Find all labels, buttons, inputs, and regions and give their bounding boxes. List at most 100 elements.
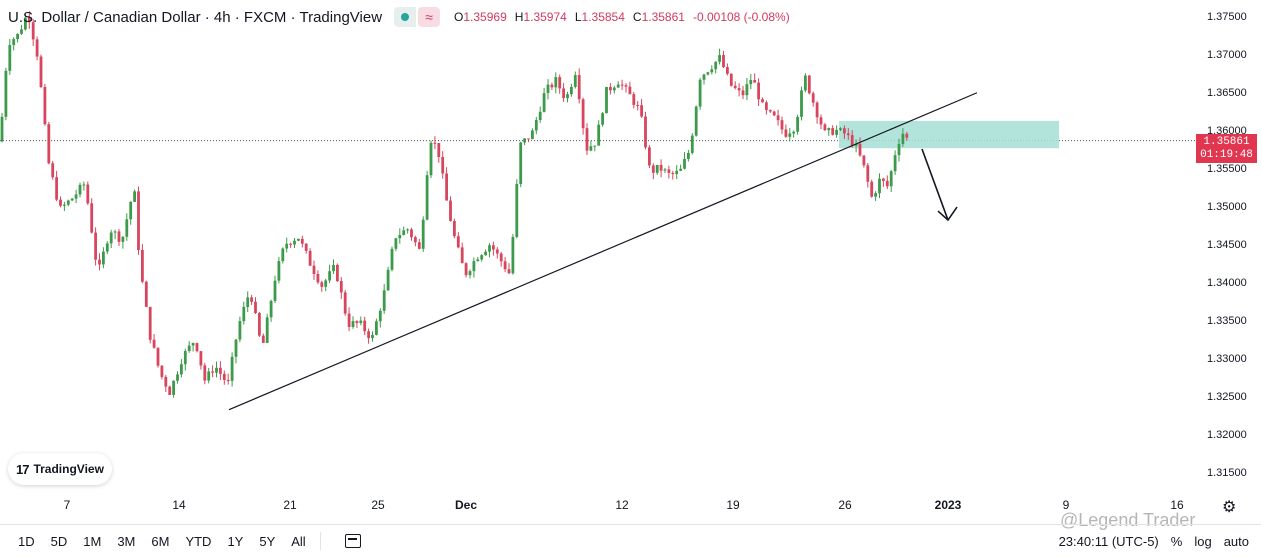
candle-body	[772, 111, 776, 116]
candle	[281, 247, 285, 264]
candle-body	[39, 56, 43, 88]
range-all-button[interactable]: All	[291, 533, 306, 549]
candle-body	[394, 238, 398, 249]
candle	[39, 54, 43, 89]
auto-scale-button[interactable]: auto	[1223, 534, 1249, 549]
range-1m-button[interactable]: 1M	[83, 533, 102, 549]
range-3m-button[interactable]: 3M	[117, 533, 136, 549]
candle-body	[850, 135, 854, 146]
candle-body	[261, 335, 265, 343]
tradingview-logo[interactable]: 17 TradingView	[8, 453, 112, 485]
candle	[741, 85, 745, 100]
log-scale-button[interactable]: log	[1194, 534, 1212, 549]
candle-body	[27, 17, 31, 23]
close-label: C	[632, 10, 642, 24]
candle	[222, 370, 226, 385]
candle	[882, 177, 885, 187]
candle-body	[839, 128, 842, 130]
range-6m-button[interactable]: 6M	[151, 533, 170, 549]
candle	[573, 71, 577, 89]
candle-body	[792, 131, 796, 134]
candle	[203, 362, 207, 385]
y-tick-label: 1.32500	[1207, 391, 1247, 403]
candle	[885, 175, 889, 190]
candle	[597, 120, 601, 146]
candle	[456, 232, 460, 249]
candle-body	[897, 143, 901, 156]
status-pill[interactable]: ≈	[394, 7, 441, 27]
candle	[577, 68, 581, 104]
candle	[125, 213, 129, 241]
range-1d-button[interactable]: 1D	[18, 533, 35, 549]
y-tick-label: 1.34000	[1207, 277, 1247, 289]
candle	[628, 81, 632, 95]
candle-body	[788, 133, 792, 137]
candle-body	[0, 116, 4, 142]
candle-body	[445, 173, 448, 201]
candle-body	[862, 155, 866, 166]
candle	[70, 198, 74, 201]
candle	[316, 270, 320, 285]
clock-readout[interactable]: 23:40:11 (UTC-5)	[1058, 534, 1159, 549]
candle-body	[226, 379, 230, 381]
range-5d-button[interactable]: 5D	[50, 533, 68, 549]
candle-body	[472, 261, 476, 272]
candle	[406, 228, 409, 234]
y-tick-label: 1.31500	[1207, 467, 1247, 479]
candle-body	[219, 367, 222, 374]
candle	[605, 86, 608, 114]
candle-body	[176, 374, 179, 381]
symbol-title[interactable]: U.S. Dollar / Canadian Dollar · 4h · FXC…	[8, 8, 383, 26]
candle-body	[250, 297, 253, 302]
candle-body	[277, 261, 281, 281]
candle-body	[726, 67, 729, 74]
candle-body	[558, 77, 562, 89]
candle-body	[386, 269, 390, 291]
bottom-toolbar: 1D 5D 1M 3M 6M YTD 1Y 5Y All 23:40:11 (U…	[0, 524, 1261, 557]
candle-body	[519, 142, 523, 184]
candle	[382, 284, 386, 314]
candle-body	[367, 331, 370, 339]
low-label: L	[574, 10, 582, 24]
candle	[534, 116, 538, 135]
candle	[390, 246, 394, 272]
candle-body	[269, 300, 273, 318]
candle-body	[238, 321, 242, 340]
candle-body	[854, 143, 858, 146]
candle-body	[858, 143, 862, 156]
candle-body	[811, 93, 815, 103]
candle	[133, 189, 136, 203]
candle	[581, 97, 585, 135]
candle	[823, 122, 827, 132]
candle	[320, 280, 324, 292]
candle-body	[679, 168, 682, 171]
range-5y-button[interactable]: 5Y	[259, 533, 276, 549]
candle	[468, 269, 472, 279]
range-ytd-button[interactable]: YTD	[185, 533, 212, 549]
candle	[137, 186, 140, 255]
candle	[772, 110, 776, 117]
candle-body	[573, 75, 577, 87]
candle-body	[312, 265, 316, 274]
candle	[472, 257, 476, 278]
last-price-tag: 1.35861 01:19:48	[1196, 134, 1257, 163]
time-axis[interactable]: 7 14 21 25 Dec 12 19 26 2023 9 16	[64, 498, 1184, 512]
candle	[336, 263, 339, 283]
percent-scale-button[interactable]: %	[1170, 534, 1183, 549]
candle	[371, 331, 374, 342]
candle-body	[846, 133, 850, 136]
candle-body	[246, 297, 250, 307]
gear-icon[interactable]: ⚙	[1222, 499, 1237, 516]
candle	[667, 165, 671, 179]
candle	[839, 127, 842, 132]
price-axis[interactable]: 1.375001.370001.365001.360001.355001.350…	[1207, 11, 1247, 479]
range-1y-button[interactable]: 1Y	[227, 533, 244, 549]
high-value: 1.35974	[523, 10, 567, 24]
candle-body	[612, 87, 616, 91]
candle	[312, 260, 316, 280]
candle-body	[632, 94, 636, 105]
candle	[527, 138, 530, 143]
candle-body	[24, 17, 27, 30]
calendar-icon[interactable]	[344, 534, 361, 548]
